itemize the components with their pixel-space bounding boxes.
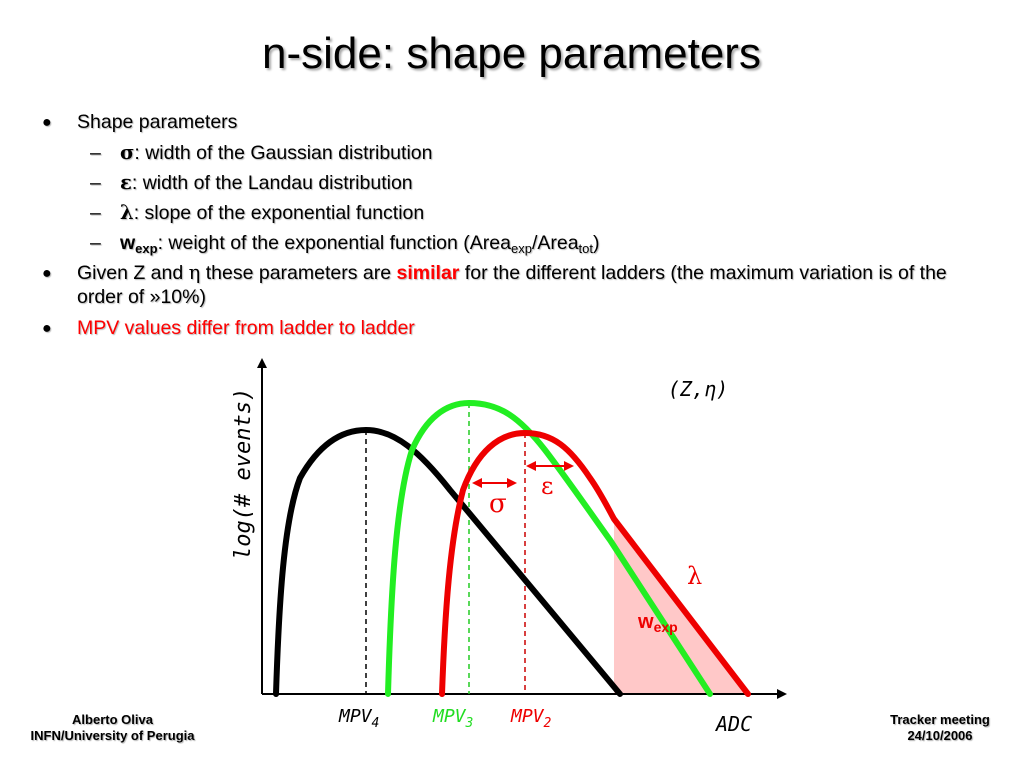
footer-author: Alberto Oliva INFN/University of Perugia xyxy=(30,712,195,743)
lambda-symbol: λ xyxy=(120,201,134,224)
x-axis-label: ADC xyxy=(714,712,752,736)
mpv3-label: MPV3 xyxy=(432,706,473,731)
dash-icon: – xyxy=(90,202,101,224)
sub-bullet-sigma: – σ: width of the Gaussian distribution xyxy=(90,141,433,164)
landau-curve-mpv2 xyxy=(439,429,751,697)
epsilon-label: ε xyxy=(541,472,553,500)
sub-bullet-lambda: – λ: slope of the exponential function xyxy=(90,201,425,224)
eta-symbol: η xyxy=(188,261,201,284)
dash-icon: – xyxy=(90,172,101,194)
landau-curve-mpv3 xyxy=(385,399,713,697)
mpv2-label: MPV2 xyxy=(510,706,552,731)
bullet-similar-parameters: ● Given Z and η these parameters are sim… xyxy=(42,261,947,308)
slide-title: n-side: shape parameters xyxy=(262,29,761,78)
sigma-label: σ xyxy=(489,489,507,519)
footer-meeting: Tracker meeting 24/10/2006 xyxy=(890,712,990,743)
bullet-dot-icon: ● xyxy=(42,114,52,131)
mpv4-label: MPV4 xyxy=(338,706,379,731)
bullet-dot-icon: ● xyxy=(42,265,52,282)
bullet-list: ● Shape parameters – σ: width of the Gau… xyxy=(36,110,996,347)
dash-icon: – xyxy=(90,142,101,164)
wexp-symbol: wexp xyxy=(120,232,158,256)
dash-icon: – xyxy=(90,232,101,254)
sigma-symbol: σ xyxy=(120,141,135,164)
sub-bullet-epsilon: – ε: width of the Landau distribution xyxy=(90,171,413,194)
bullet-shape-parameters: ● Shape parameters xyxy=(42,111,238,133)
param-label: (Z,η) xyxy=(668,377,728,401)
bullet-mpv-differ: ● MPV values differ from ladder to ladde… xyxy=(42,317,415,339)
lambda-label: λ xyxy=(687,562,702,590)
wexp-label: wexp xyxy=(637,611,678,635)
similar-highlight: similar xyxy=(396,262,460,284)
sub-bullet-wexp: – wexp: weight of the exponential functi… xyxy=(90,232,600,256)
bullet-dot-icon: ● xyxy=(42,320,52,337)
epsilon-symbol: ε xyxy=(120,171,132,194)
y-axis-label: log(# events) xyxy=(231,388,256,560)
